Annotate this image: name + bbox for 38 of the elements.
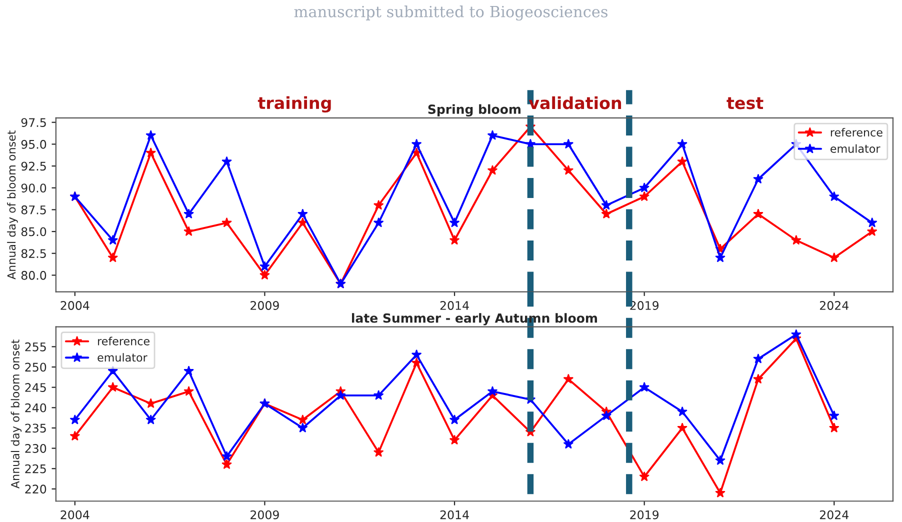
x-tick-label: 2004: [60, 301, 90, 310]
y-tick-label: 90.0: [21, 184, 46, 193]
y-tick-label: 230: [25, 444, 46, 453]
x-tick-label: 2014: [440, 510, 469, 520]
y-tick-label: 95.0: [21, 140, 46, 149]
y-tick-label: 97.5: [21, 118, 46, 127]
legend-label: emulator: [98, 353, 148, 362]
y-tick-label: 80.0: [21, 270, 46, 280]
y-tick-label: 235: [25, 424, 46, 433]
y-tick-label: 92.5: [21, 162, 46, 171]
legend-label: reference: [830, 128, 882, 137]
x-tick-label: 2004: [60, 510, 90, 520]
x-tick-label: 2009: [250, 301, 279, 310]
text: training: [258, 96, 331, 113]
chart-title: Spring bloom: [428, 104, 520, 117]
y-tick-label: 85.0: [21, 227, 46, 236]
x-tick-label: 2019: [630, 301, 659, 310]
y-tick-label: 245: [25, 383, 46, 392]
text: test: [726, 97, 764, 110]
x-tick-label: 2014: [440, 301, 469, 310]
y-tick-label: 82.5: [21, 249, 46, 258]
legend-label: reference: [98, 336, 150, 346]
x-tick-label: 2024: [820, 510, 848, 520]
x-tick-label: 2024: [820, 301, 848, 310]
y-tick-label: 255: [25, 342, 46, 352]
chart-title: late Summer - early Autumn bloom: [352, 313, 597, 326]
y-tick-label: 225: [25, 464, 46, 474]
x-tick-label: 2009: [250, 510, 279, 520]
y-tick-label: 250: [25, 362, 46, 372]
y-tick-label: 240: [25, 403, 46, 412]
y-tick-label: 87.5: [21, 205, 46, 214]
y-tick-label: 220: [25, 484, 46, 494]
legend-label: emulator: [830, 144, 880, 153]
text: manuscript submitted to Biogeosciences: [294, 6, 608, 21]
x-tick-label: 2019: [630, 510, 659, 520]
y-axis-title: Annual day of bloom onset: [7, 130, 18, 280]
y-axis-title: Annual day of bloom onset: [10, 340, 22, 488]
text: validation: [528, 96, 622, 110]
